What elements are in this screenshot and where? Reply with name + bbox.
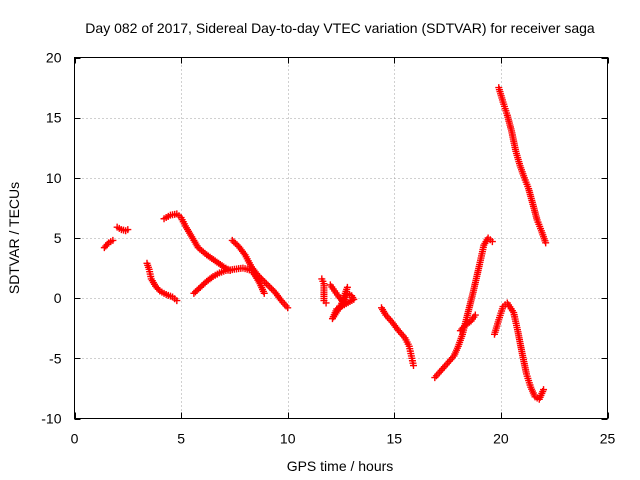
data-point	[260, 289, 268, 297]
data-point	[409, 362, 417, 370]
series-seg-g	[318, 275, 330, 307]
data-point	[284, 304, 292, 312]
axis-ticks	[74, 57, 609, 420]
y-tick-label: 5	[54, 230, 62, 246]
y-tick-label: 15	[46, 110, 62, 126]
data-point	[540, 386, 548, 394]
data-point	[207, 274, 215, 282]
data-point	[173, 297, 181, 305]
data-point	[322, 299, 330, 307]
series-seg-a	[100, 236, 117, 252]
series-seg-d	[160, 210, 234, 274]
y-tick-labels: -10 -5 0 5 10 15 20	[41, 50, 61, 427]
x-tick-label: 25	[600, 431, 616, 447]
data-point	[488, 238, 496, 246]
chart-title: Day 082 of 2017, Sidereal Day-to-day VTE…	[85, 20, 595, 36]
data-point	[542, 239, 550, 247]
data-point	[109, 236, 117, 244]
data-point	[266, 283, 274, 291]
plot-frame	[74, 57, 608, 419]
y-tick-label: -5	[49, 350, 62, 366]
series-seg-e	[190, 264, 268, 297]
y-tick-label: 0	[54, 290, 62, 306]
data-points	[100, 84, 550, 403]
data-point	[124, 226, 132, 234]
x-tick-labels: 0 5 10 15 20 25	[71, 431, 616, 447]
x-tick-label: 20	[493, 431, 509, 447]
y-tick-label: -10	[41, 411, 61, 427]
x-tick-label: 10	[280, 431, 296, 447]
data-point	[343, 283, 351, 291]
y-tick-label: 10	[46, 170, 62, 186]
x-axis-label: GPS time / hours	[287, 458, 394, 474]
y-axis-label: SDTVAR / TECUs	[6, 182, 22, 294]
x-tick-label: 5	[177, 431, 185, 447]
grid	[74, 57, 608, 419]
series-seg-m	[495, 84, 550, 247]
series-seg-f	[228, 236, 292, 312]
data-point	[264, 281, 272, 289]
series-seg-j	[431, 234, 496, 382]
series-seg-h	[326, 281, 358, 323]
series-seg-c	[143, 259, 181, 305]
series-seg-k	[456, 311, 479, 335]
x-tick-label: 15	[387, 431, 403, 447]
y-tick-label: 20	[46, 50, 62, 66]
series-seg-l	[491, 299, 548, 403]
x-tick-label: 0	[71, 431, 79, 447]
data-point	[471, 311, 479, 319]
data-point	[267, 285, 275, 293]
data-point	[154, 285, 162, 293]
data-point	[103, 240, 111, 248]
series-seg-b	[113, 223, 132, 235]
series-seg-i	[378, 304, 417, 370]
